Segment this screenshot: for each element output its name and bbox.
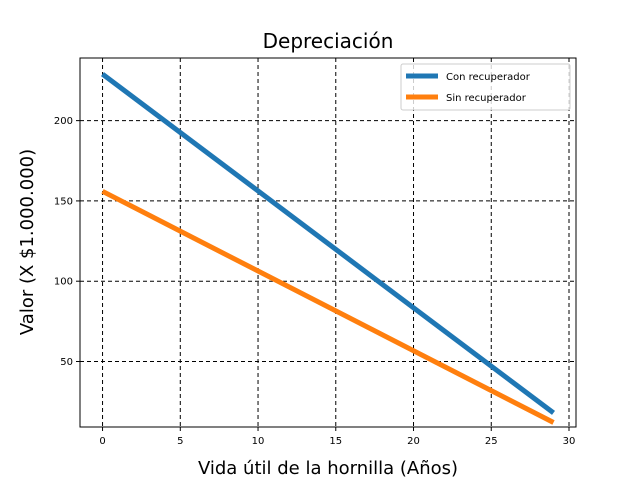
legend: Con recuperador Sin recuperador [400, 63, 571, 111]
x-tick-label: 30 [563, 436, 576, 447]
x-tick-label: 15 [329, 436, 342, 447]
legend-label-sin-recuperador: Sin recuperador [446, 93, 527, 104]
y-tick-label: 100 [54, 277, 73, 288]
x-tick-label: 10 [252, 436, 265, 447]
x-tick-label: 5 [177, 436, 183, 447]
y-tick-label: 200 [54, 116, 73, 127]
plot-frame [79, 57, 577, 428]
y-axis-label: Valor (X $1.000.000) [17, 149, 38, 335]
x-axis-ticks: 0 5 10 15 20 25 30 [99, 427, 575, 447]
x-tick-label: 0 [99, 436, 105, 447]
x-axis-label: Vida útil de la hornilla (Años) [198, 458, 458, 479]
series-layer [100, 72, 556, 425]
y-axis-ticks: 50 100 150 200 [54, 116, 80, 368]
x-tick-label: 25 [485, 436, 498, 447]
y-tick-label: 150 [54, 196, 73, 207]
grid [80, 58, 576, 427]
chart-title: Depreciación [263, 29, 394, 53]
series-line-sin-recuperador [101, 189, 555, 425]
x-tick-label: 20 [407, 436, 420, 447]
y-tick-label: 50 [60, 357, 73, 368]
legend-box [400, 63, 571, 111]
legend-label-con-recuperador: Con recuperador [446, 72, 531, 83]
series-line-con-recuperador [100, 72, 556, 415]
